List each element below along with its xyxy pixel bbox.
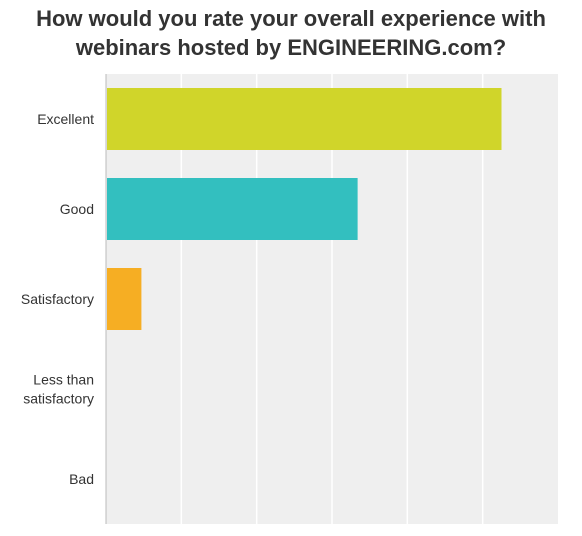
category-labels: Excellent Good Satisfactory Less than satisf… — [21, 111, 94, 487]
chart-title: How would you rate your overall experien… — [0, 4, 582, 62]
category-label-line: Satisfactory — [21, 291, 94, 307]
category-label-line: Excellent — [37, 111, 94, 127]
category-label: Less than satisfactory — [23, 372, 94, 407]
chart-title-line-1: How would you rate your overall experien… — [36, 6, 546, 31]
category-label: Good — [60, 201, 94, 217]
bar — [107, 268, 142, 330]
category-label: Bad — [69, 471, 94, 487]
chart-title-line-2: webinars hosted by ENGINEERING.com? — [75, 35, 507, 60]
bar — [107, 178, 358, 240]
bar — [107, 88, 502, 150]
category-label-line: Bad — [69, 471, 94, 487]
category-label: Excellent — [37, 111, 94, 127]
category-label: Satisfactory — [21, 291, 94, 307]
category-label-line: Good — [60, 201, 94, 217]
bars — [107, 88, 502, 330]
category-label-line: Less than — [33, 372, 94, 388]
category-label-line: satisfactory — [23, 391, 94, 407]
